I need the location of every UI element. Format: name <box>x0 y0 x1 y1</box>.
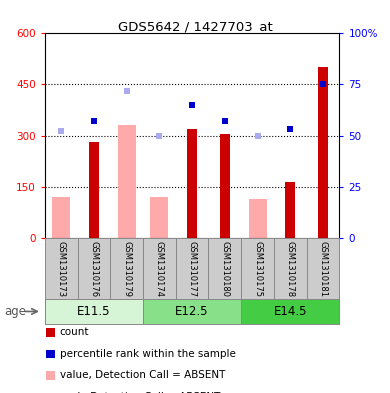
Text: GSM1310176: GSM1310176 <box>89 241 98 297</box>
Text: value, Detection Call = ABSENT: value, Detection Call = ABSENT <box>60 370 225 380</box>
Point <box>254 132 261 139</box>
Text: GSM1310180: GSM1310180 <box>220 241 229 297</box>
Point <box>58 129 64 135</box>
Point <box>189 102 195 108</box>
Text: GSM1310178: GSM1310178 <box>286 241 295 297</box>
Point <box>287 126 293 132</box>
Point <box>91 118 97 125</box>
Point <box>124 88 130 94</box>
Bar <box>46 371 55 380</box>
Bar <box>248 198 266 238</box>
Bar <box>241 299 339 324</box>
Bar <box>220 134 230 238</box>
Text: GSM1310173: GSM1310173 <box>57 241 66 297</box>
Bar <box>118 125 136 238</box>
Text: E11.5: E11.5 <box>77 305 111 318</box>
Point <box>320 81 326 88</box>
Text: count: count <box>60 327 89 337</box>
Text: E14.5: E14.5 <box>273 305 307 318</box>
Bar <box>52 197 70 238</box>
Bar <box>46 350 55 358</box>
Bar <box>45 299 143 324</box>
Bar <box>89 142 99 238</box>
Text: GSM1310177: GSM1310177 <box>188 241 197 297</box>
Text: percentile rank within the sample: percentile rank within the sample <box>60 349 236 359</box>
Text: age: age <box>4 305 26 318</box>
Text: rank, Detection Call = ABSENT: rank, Detection Call = ABSENT <box>60 392 220 393</box>
Bar <box>318 68 328 238</box>
Bar <box>285 182 296 238</box>
Bar <box>143 299 241 324</box>
Bar <box>187 129 197 238</box>
Point <box>222 118 228 125</box>
Point <box>156 132 163 139</box>
Text: GSM1310175: GSM1310175 <box>253 241 262 297</box>
Bar <box>46 328 55 337</box>
Text: E12.5: E12.5 <box>176 305 209 318</box>
Text: GDS5642 / 1427703_at: GDS5642 / 1427703_at <box>118 20 272 33</box>
Text: GSM1310179: GSM1310179 <box>122 241 131 297</box>
Text: GSM1310181: GSM1310181 <box>319 241 328 297</box>
Bar <box>151 197 168 238</box>
Text: GSM1310174: GSM1310174 <box>155 241 164 297</box>
